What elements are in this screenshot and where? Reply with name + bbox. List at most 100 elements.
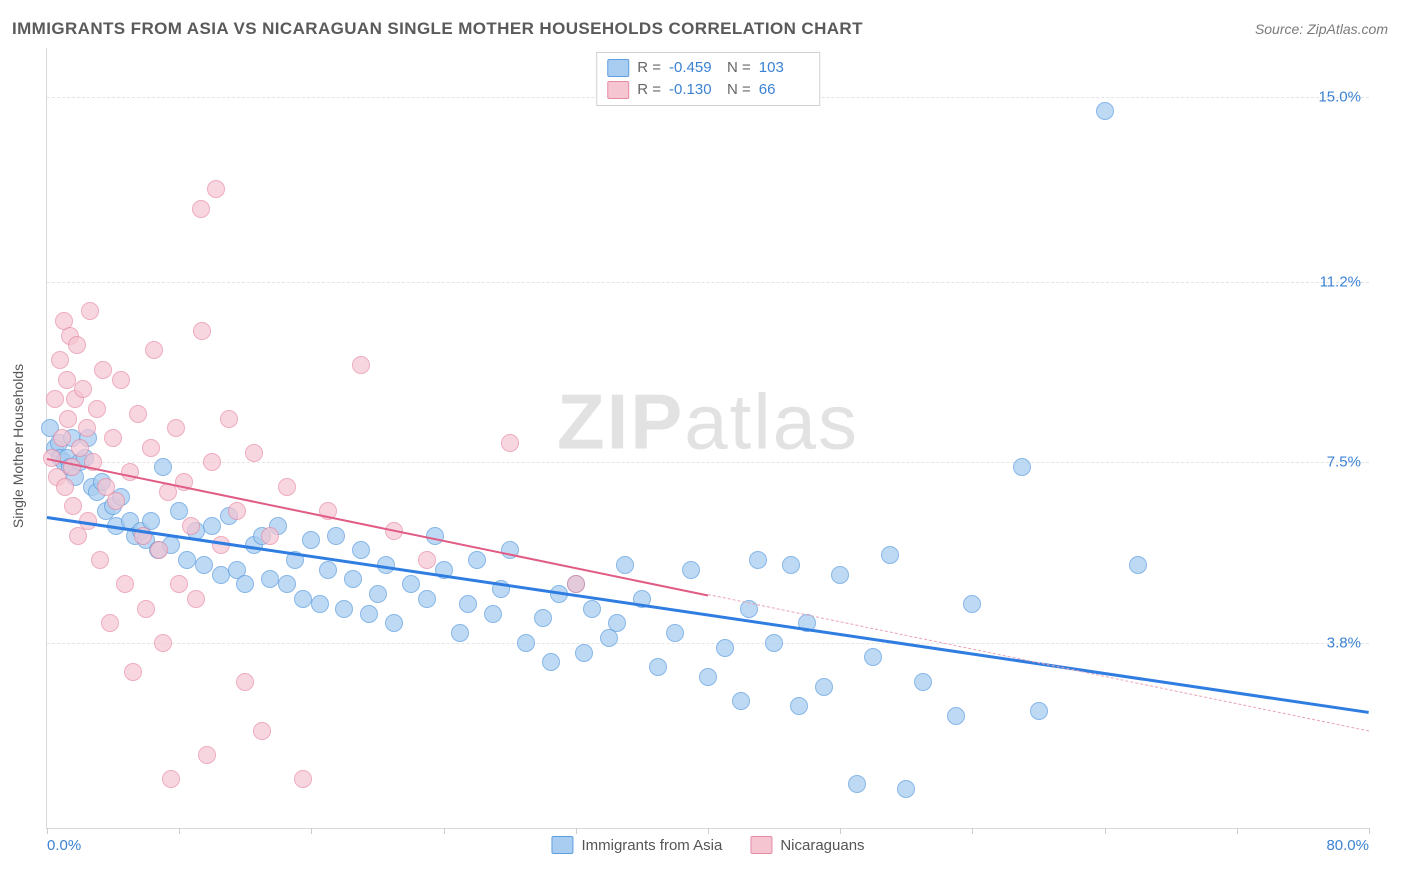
- data-point-nica: [137, 600, 155, 618]
- swatch-nica-icon: [750, 836, 772, 854]
- watermark: ZIPatlas: [557, 377, 859, 468]
- data-point-nica: [112, 371, 130, 389]
- legend-item-asia: Immigrants from Asia: [551, 836, 722, 854]
- x-tick: [576, 828, 577, 834]
- data-point-asia: [459, 595, 477, 613]
- data-point-asia: [203, 517, 221, 535]
- scatter-plot-area: ZIPatlas R = -0.459 N = 103 R = -0.130 N…: [46, 48, 1369, 829]
- data-point-asia: [963, 595, 981, 613]
- data-point-nica: [58, 371, 76, 389]
- data-point-nica: [203, 453, 221, 471]
- data-point-nica: [501, 434, 519, 452]
- legend-label: Nicaraguans: [780, 837, 864, 854]
- data-point-asia: [815, 678, 833, 696]
- data-point-asia: [831, 566, 849, 584]
- data-point-nica: [88, 400, 106, 418]
- data-point-asia: [749, 551, 767, 569]
- data-point-nica: [56, 478, 74, 496]
- data-point-nica: [182, 517, 200, 535]
- y-tick-label: 7.5%: [1327, 454, 1361, 471]
- data-point-nica: [59, 410, 77, 428]
- data-point-asia: [294, 590, 312, 608]
- data-point-nica: [150, 541, 168, 559]
- data-point-asia: [468, 551, 486, 569]
- data-point-asia: [302, 531, 320, 549]
- x-tick: [47, 828, 48, 834]
- data-point-nica: [278, 478, 296, 496]
- data-point-asia: [261, 570, 279, 588]
- y-axis-label: Single Mother Households: [10, 364, 26, 528]
- data-point-asia: [914, 673, 932, 691]
- data-point-nica: [142, 439, 160, 457]
- data-point-asia: [947, 707, 965, 725]
- data-point-nica: [352, 356, 370, 374]
- data-point-asia: [402, 575, 420, 593]
- data-point-asia: [765, 634, 783, 652]
- data-point-nica: [78, 419, 96, 437]
- data-point-nica: [64, 497, 82, 515]
- data-point-nica: [236, 673, 254, 691]
- data-point-nica: [53, 429, 71, 447]
- data-point-asia: [608, 614, 626, 632]
- data-point-asia: [178, 551, 196, 569]
- data-point-nica: [187, 590, 205, 608]
- data-point-asia: [385, 614, 403, 632]
- data-point-nica: [124, 663, 142, 681]
- data-point-nica: [192, 200, 210, 218]
- data-point-asia: [1129, 556, 1147, 574]
- x-tick: [444, 828, 445, 834]
- data-point-asia: [649, 658, 667, 676]
- data-point-asia: [352, 541, 370, 559]
- data-point-nica: [253, 722, 271, 740]
- y-tick-label: 11.2%: [1320, 274, 1361, 291]
- data-point-asia: [1013, 458, 1031, 476]
- data-point-asia: [327, 527, 345, 545]
- data-point-nica: [104, 429, 122, 447]
- data-point-asia: [319, 561, 337, 579]
- data-point-asia: [344, 570, 362, 588]
- swatch-asia-icon: [607, 59, 629, 77]
- y-tick-label: 3.8%: [1327, 634, 1361, 651]
- data-point-asia: [335, 600, 353, 618]
- x-tick: [1237, 828, 1238, 834]
- x-tick: [311, 828, 312, 834]
- x-tick-label: 80.0%: [1326, 837, 1369, 854]
- data-point-asia: [583, 600, 601, 618]
- gridline: [47, 643, 1369, 644]
- series-legend: Immigrants from Asia Nicaraguans: [551, 836, 864, 854]
- data-point-nica: [228, 502, 246, 520]
- data-point-asia: [484, 605, 502, 623]
- legend-row-asia: R = -0.459 N = 103: [607, 57, 809, 79]
- x-tick: [972, 828, 973, 834]
- data-point-asia: [534, 609, 552, 627]
- x-tick-label: 0.0%: [47, 837, 81, 854]
- data-point-nica: [567, 575, 585, 593]
- data-point-asia: [418, 590, 436, 608]
- data-point-nica: [170, 575, 188, 593]
- data-point-asia: [542, 653, 560, 671]
- chart-header: IMMIGRANTS FROM ASIA VS NICARAGUAN SINGL…: [0, 0, 1406, 50]
- data-point-nica: [68, 336, 86, 354]
- data-point-nica: [91, 551, 109, 569]
- data-point-asia: [864, 648, 882, 666]
- data-point-nica: [71, 439, 89, 457]
- data-point-nica: [81, 302, 99, 320]
- x-tick: [840, 828, 841, 834]
- data-point-nica: [51, 351, 69, 369]
- data-point-nica: [418, 551, 436, 569]
- data-point-nica: [145, 341, 163, 359]
- data-point-nica: [167, 419, 185, 437]
- data-point-asia: [517, 634, 535, 652]
- data-point-nica: [212, 536, 230, 554]
- data-point-asia: [1030, 702, 1048, 720]
- y-tick-label: 15.0%: [1318, 88, 1361, 105]
- data-point-asia: [426, 527, 444, 545]
- data-point-asia: [195, 556, 213, 574]
- data-point-asia: [236, 575, 254, 593]
- data-point-asia: [212, 566, 230, 584]
- data-point-nica: [94, 361, 112, 379]
- data-point-nica: [107, 492, 125, 510]
- correlation-legend: R = -0.459 N = 103 R = -0.130 N = 66: [596, 52, 820, 106]
- data-point-asia: [881, 546, 899, 564]
- data-point-asia: [360, 605, 378, 623]
